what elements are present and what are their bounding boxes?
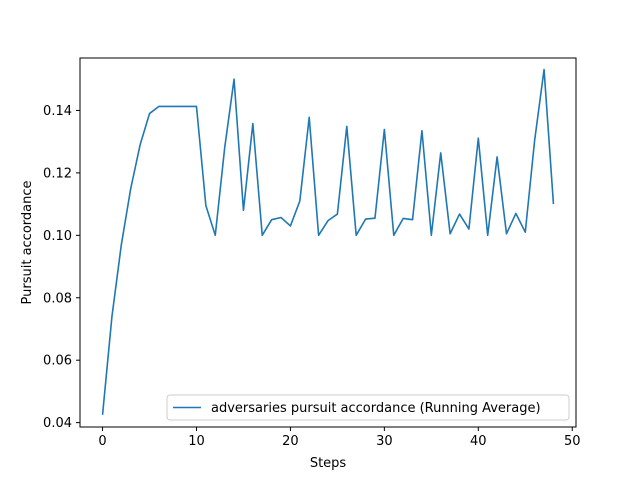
y-tick-label: 0.06 [43,354,72,369]
x-axis-label: Steps [310,456,347,471]
x-tick-label: 10 [188,434,205,449]
x-axis-ticks: 0 10 20 30 40 50 [98,427,581,449]
plot-lines [101,68,555,415]
x-tick-label: 0 [98,434,106,449]
y-tick-label: 0.14 [43,104,72,119]
x-tick-label: 20 [282,434,299,449]
y-tick-label: 0.04 [43,416,72,431]
x-tick-label: 40 [470,434,487,449]
legend: adversaries pursuit accordance (Running … [166,394,570,421]
axes-frame [79,57,577,428]
series-line [101,68,555,415]
x-tick-label: 30 [376,434,393,449]
y-axis-label: Pursuit accordance [20,181,35,305]
x-tick-label: 50 [564,434,581,449]
y-tick-label: 0.12 [43,166,72,181]
legend-box [166,394,570,421]
legend-label: adversaries pursuit accordance (Running … [211,401,541,416]
y-tick-label: 0.08 [43,291,72,306]
y-tick-label: 0.10 [43,229,72,244]
y-axis-ticks: 0.04 0.06 0.08 0.10 0.12 0.14 [43,104,80,431]
